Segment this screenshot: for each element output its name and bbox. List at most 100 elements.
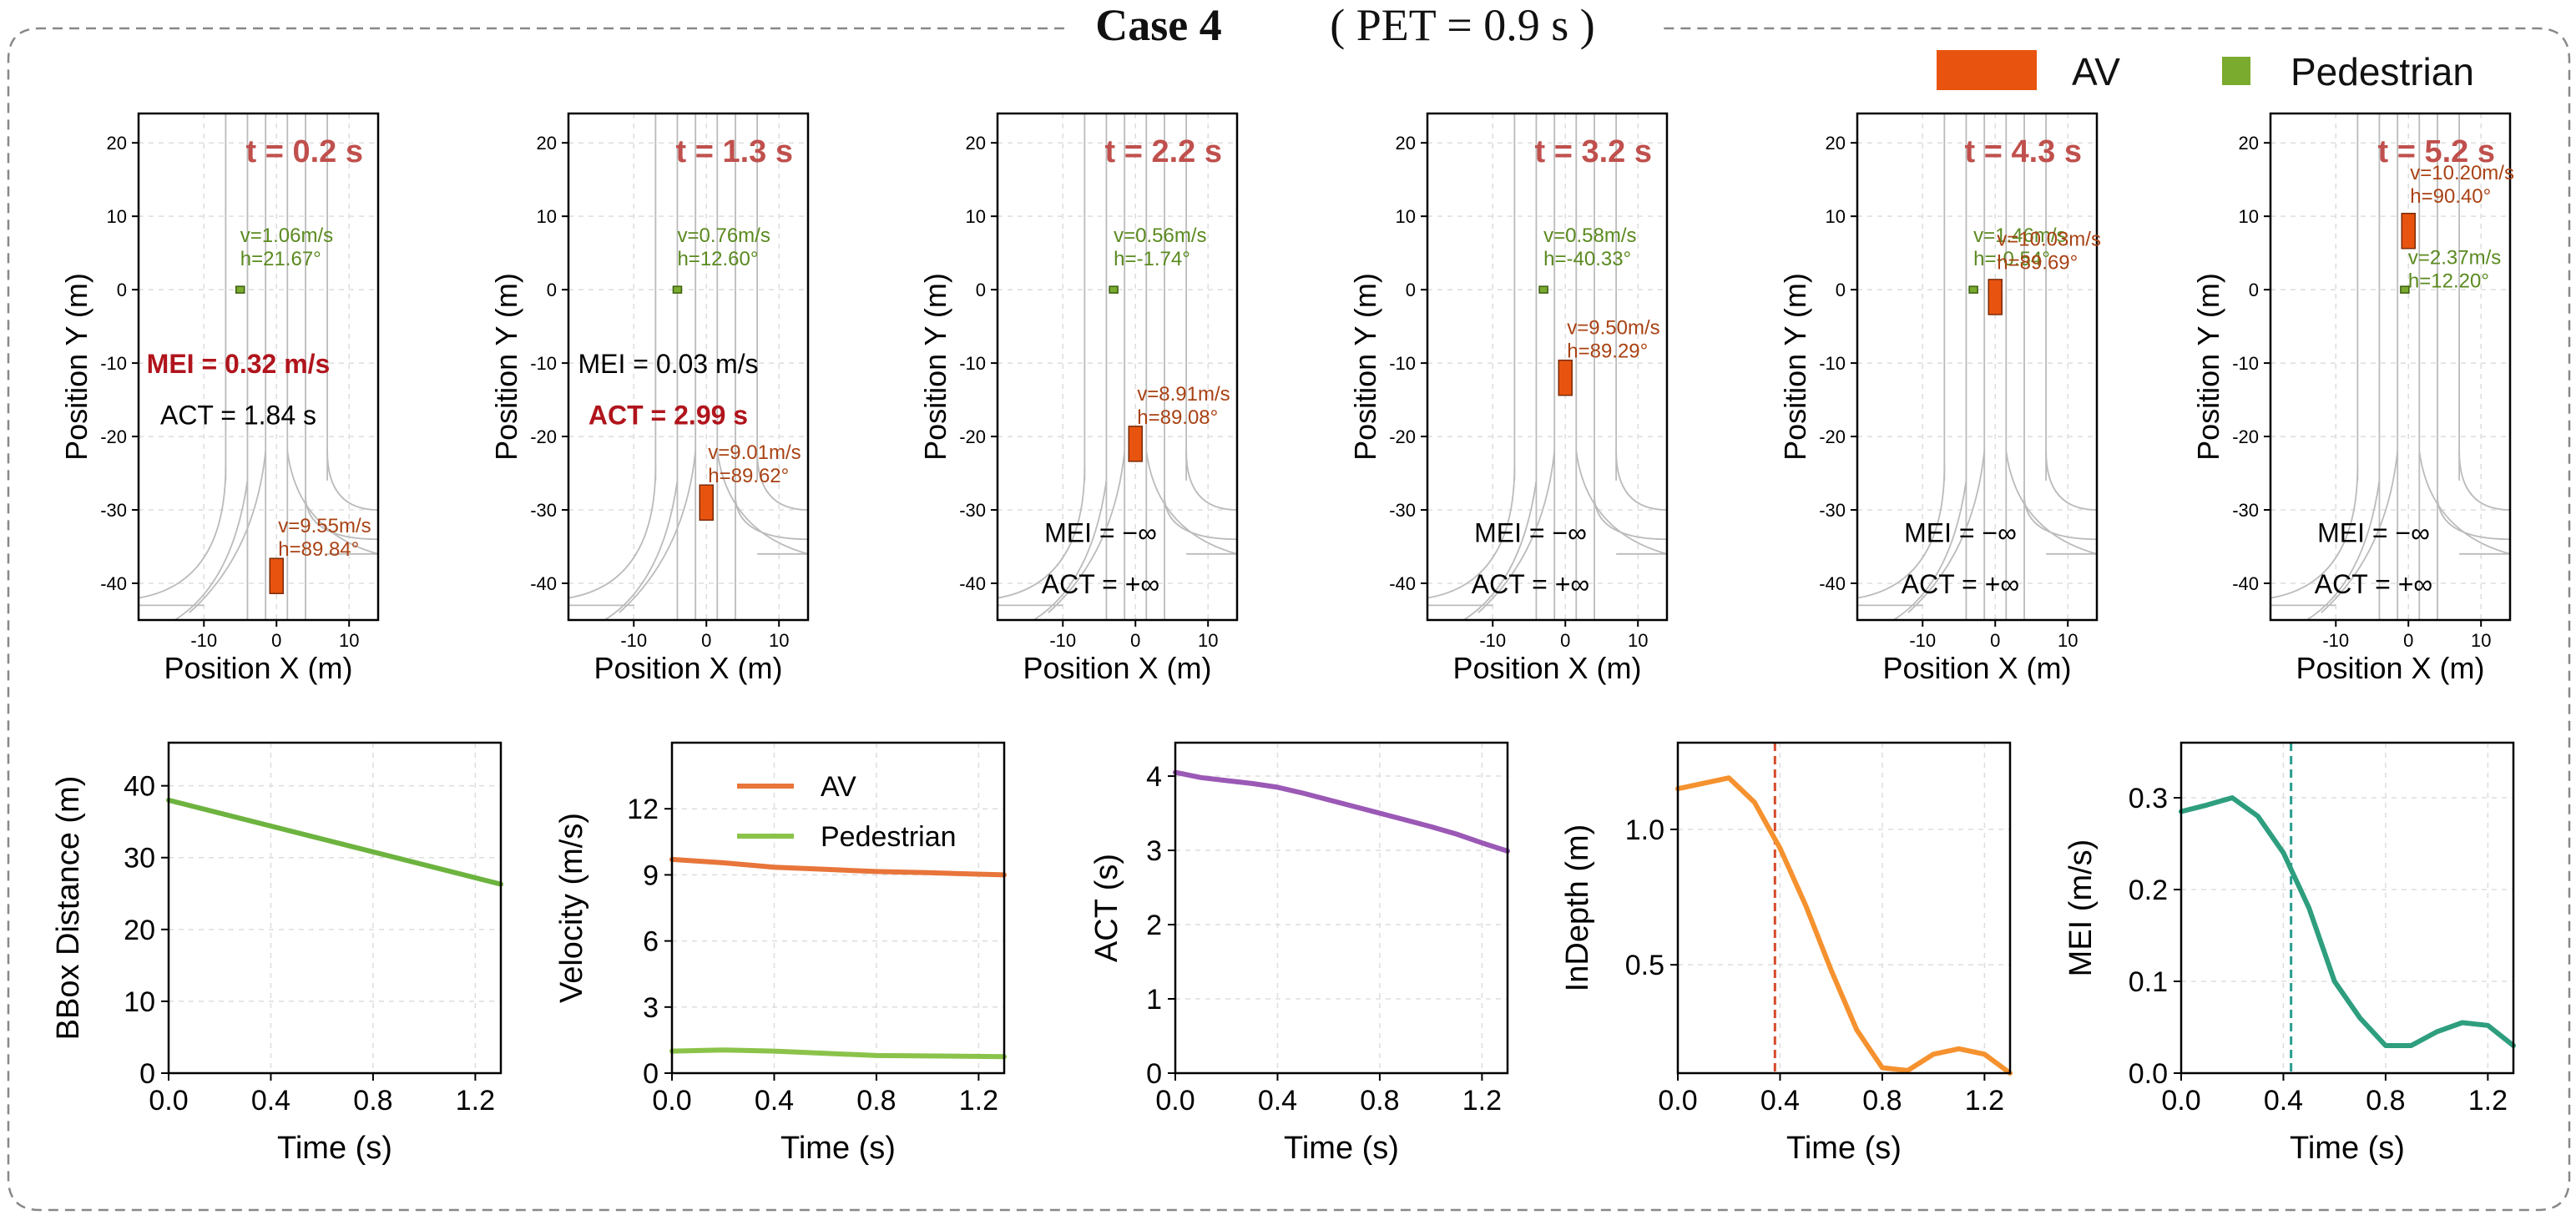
x-tick-label: 0.4 — [2264, 1085, 2303, 1117]
axes-frame — [996, 112, 1239, 622]
y-axis-label: Position Y (m) — [2191, 273, 2225, 461]
av-heading-label: h=89.84° — [278, 538, 359, 561]
x-tick-label: 0.8 — [2366, 1085, 2405, 1117]
curb-curve — [1615, 451, 1667, 511]
x-tick-label: 0 — [1990, 630, 2000, 651]
pedestrian-heading-label: h=-1.74° — [1114, 248, 1190, 270]
curb-curve — [139, 466, 227, 599]
axes-frame — [2179, 741, 2515, 1075]
av-velocity-label: v=10.03m/s — [1997, 228, 2101, 250]
x-axis-label: Time (s) — [277, 1131, 392, 1166]
curb-curve — [2458, 451, 2510, 511]
series-line-bbox-distance — [166, 797, 503, 887]
frame-border — [7, 27, 2571, 1212]
av-velocity-label: v=9.55m/s — [278, 515, 371, 537]
pedestrian-velocity-label: v=0.56m/s — [1114, 224, 1206, 247]
y-tick-label: -30 — [959, 500, 986, 521]
axes-frame — [137, 112, 380, 622]
series-line-mei — [2179, 795, 2516, 1048]
x-tick-label: 1.2 — [1965, 1085, 2004, 1117]
curb-curve — [2306, 480, 2381, 620]
y-tick-label: 0.1 — [2129, 966, 2168, 998]
y-tick-label: -40 — [959, 573, 986, 594]
y-tick-label: 20 — [124, 915, 155, 946]
x-axis-label: Position X (m) — [1023, 651, 1211, 685]
av-marker — [699, 484, 714, 521]
y-tick-label: -20 — [530, 426, 557, 447]
x-tick-label: 0.0 — [1658, 1085, 1697, 1117]
y-tick-label: -20 — [1389, 426, 1416, 447]
y-tick-label: 1.0 — [1625, 814, 1664, 846]
y-tick-label: 20 — [107, 133, 127, 154]
snapshot-panel-1: -10 0 10 20 10 0 -10 -20 -30 -40 Position X (m) Pos… — [59, 112, 380, 685]
curb-curve — [286, 451, 378, 555]
av-velocity-label: v=8.91m/s — [1137, 383, 1230, 406]
curb-curve — [189, 451, 267, 613]
snapshot-panel-6: -10 0 10 20 10 0 -10 -20 -30 -40 Position X (m) Pos… — [2191, 112, 2514, 685]
pedestrian-marker — [1968, 285, 1978, 294]
pedestrian-marker — [1538, 285, 1548, 294]
x-tick-label: 10 — [2058, 630, 2078, 651]
road-map — [568, 113, 808, 620]
x-tick-label: 0.8 — [353, 1085, 392, 1117]
curb-curve — [1907, 451, 1986, 613]
x-tick-label: 0.4 — [1760, 1085, 1800, 1117]
x-axis-label: Time (s) — [1284, 1131, 1399, 1166]
series-line-pedestrian — [669, 1047, 1007, 1060]
y-tick-label: 40 — [124, 771, 155, 803]
y-tick-label: -30 — [100, 500, 127, 521]
x-tick-label: 0 — [2403, 630, 2413, 651]
x-tick-label: 0.4 — [1258, 1085, 1297, 1117]
y-axis-label: Position Y (m) — [1778, 273, 1812, 461]
act-annotation: ACT = +∞ — [2315, 569, 2432, 599]
time-label: t = 3.2 s — [1535, 134, 1652, 169]
legend-pedestrian-label: Pedestrian — [2291, 50, 2474, 93]
av-heading-label: h=89.29° — [1567, 340, 1648, 363]
curb-curve — [1892, 480, 1967, 620]
y-tick-label: 20 — [966, 133, 986, 154]
y-tick-label: 12 — [627, 794, 659, 825]
x-tick-label: 0.0 — [2161, 1085, 2200, 1117]
mei-annotation: MEI = −∞ — [1904, 517, 2017, 547]
curb-curve — [2005, 451, 2097, 555]
mei-annotation: MEI = 0.32 m/s — [147, 349, 331, 379]
road-map — [1427, 113, 1667, 620]
y-tick-label: -20 — [2232, 426, 2259, 447]
x-axis-label: Time (s) — [1786, 1131, 1902, 1166]
axes-frame — [1856, 112, 2099, 622]
av-marker — [1558, 359, 1573, 396]
x-tick-label: 0.4 — [755, 1085, 794, 1117]
y-tick-label: 2 — [1146, 910, 1162, 941]
x-tick-label: 10 — [339, 630, 359, 651]
time-label: t = 0.2 s — [246, 134, 363, 169]
y-tick-label: 10 — [107, 206, 127, 227]
y-axis-label: MEI (m/s) — [2063, 839, 2099, 977]
y-tick-label: 6 — [643, 926, 659, 958]
series-line-av — [669, 856, 1007, 878]
y-tick-label: 3 — [1146, 835, 1162, 867]
av-velocity-label: v=10.20m/s — [2410, 162, 2514, 184]
act-annotation: ACT = 1.84 s — [160, 401, 316, 431]
y-tick-label: 20 — [1826, 133, 1846, 154]
mei-annotation: MEI = −∞ — [1474, 517, 1587, 547]
pedestrian-marker — [1109, 285, 1119, 294]
time-label: t = 5.2 s — [2378, 134, 2495, 169]
series-line-act — [1173, 769, 1510, 854]
time-label: t = 4.3 s — [1965, 134, 2082, 169]
timeseries-panel-indepth: 0.0 0.4 0.8 1.2 0.5 1.0 Time (s) InDepth (m) — [1560, 741, 2013, 1166]
av-heading-label: h=89.69° — [1997, 251, 2078, 274]
y-axis-label: ACT (s) — [1089, 854, 1124, 962]
y-tick-label: 1 — [1146, 984, 1162, 1016]
y-tick-label: 20 — [1396, 133, 1416, 154]
y-tick-label: 3 — [643, 992, 659, 1024]
curb-curve — [619, 451, 697, 613]
timeseries-panel-bbox-distance: 0.0 0.4 0.8 1.2 0 10 20 30 40 Time (s) BBox Distan… — [51, 741, 503, 1166]
y-tick-label: 20 — [2239, 133, 2259, 154]
av-velocity-label: v=9.01m/s — [708, 441, 801, 464]
y-tick-label: 30 — [124, 843, 155, 875]
curb-curve — [2321, 451, 2399, 613]
timeseries-panel-act: 0.0 0.4 0.8 1.2 0 1 2 3 4 Time (s) ACT (s) — [1089, 741, 1510, 1166]
y-tick-label: 0.5 — [1625, 950, 1664, 981]
